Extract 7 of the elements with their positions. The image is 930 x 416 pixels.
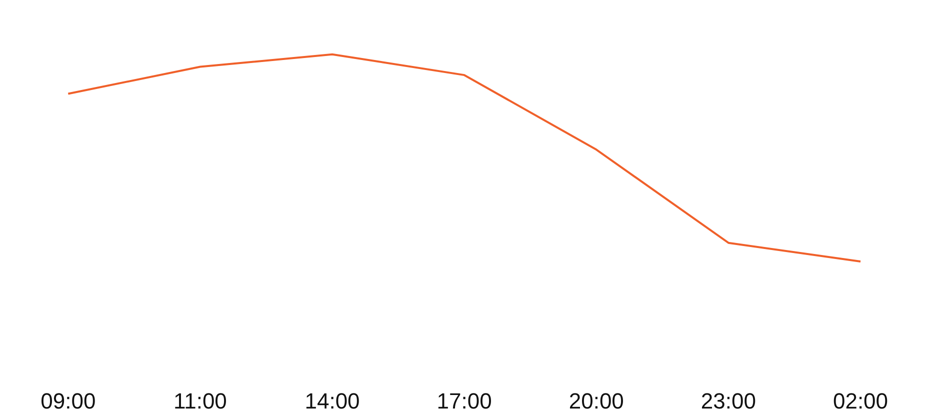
x-tick-label: 17:00 <box>436 388 492 414</box>
x-tick-label: 02:00 <box>832 388 888 414</box>
x-tick-label: 09:00 <box>40 388 96 414</box>
x-tick-label: 14:00 <box>304 388 360 414</box>
x-tick-label: 11:00 <box>174 388 227 414</box>
x-tick-label: 23:00 <box>700 388 756 414</box>
x-tick-label: 20:00 <box>568 388 624 414</box>
